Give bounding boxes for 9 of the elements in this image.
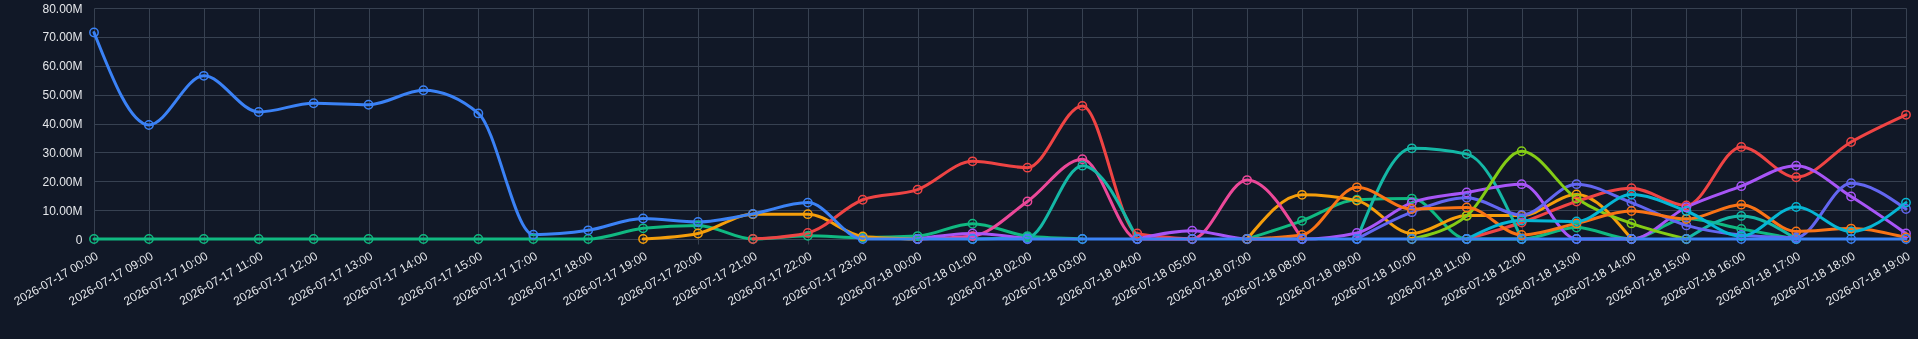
y-tick-label: 50.00M [42,88,83,103]
y-tick-label: 0 [75,232,83,247]
y-tick-label: 30.00M [42,145,83,160]
y-tick-label: 10.00M [42,203,83,218]
y-tick-label: 80.00M [42,1,83,16]
y-tick-label: 20.00M [42,174,83,189]
y-tick-label: 40.00M [42,117,83,131]
y-tick-label: 60.00M [42,59,83,74]
y-tick-label: 70.00M [42,30,83,45]
